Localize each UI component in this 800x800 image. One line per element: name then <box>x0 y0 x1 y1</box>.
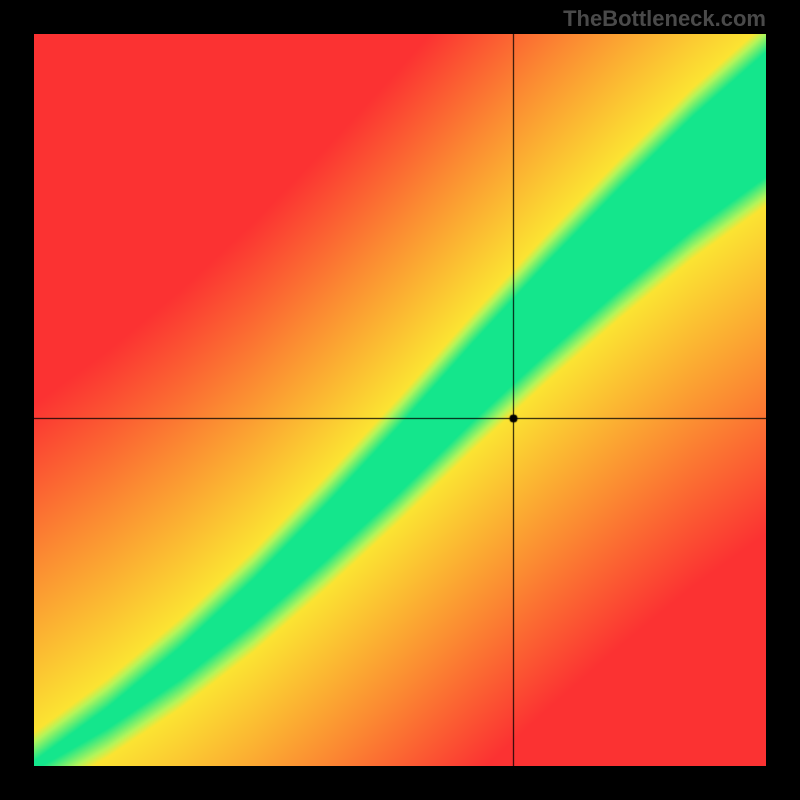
chart-container: TheBottleneck.com <box>0 0 800 800</box>
bottleneck-heatmap <box>34 34 766 766</box>
watermark-text: TheBottleneck.com <box>563 6 766 32</box>
